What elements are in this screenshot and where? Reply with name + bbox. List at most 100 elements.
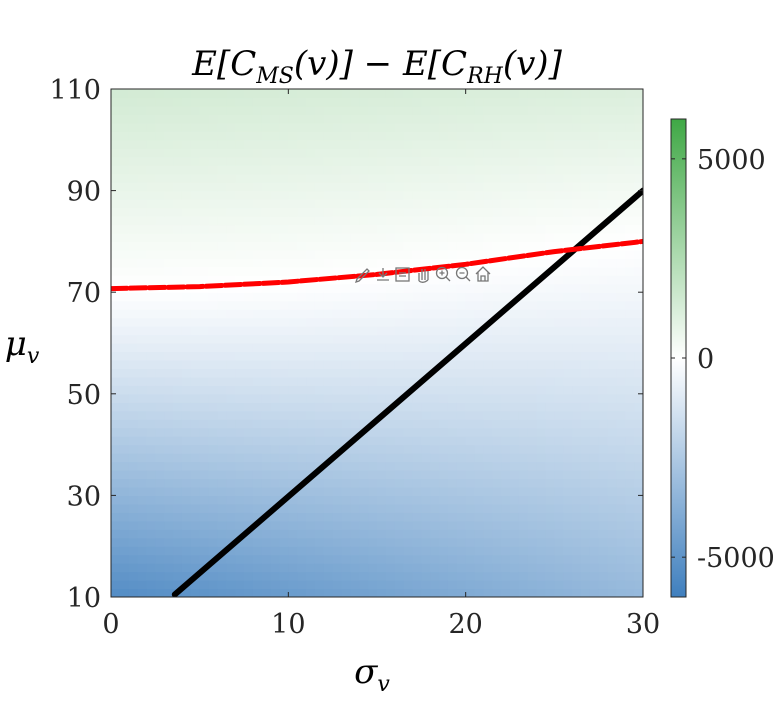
heatmap-cell: [527, 376, 538, 386]
heatmap-cell: [492, 563, 502, 573]
heatmap-cell: [518, 122, 529, 132]
heatmap-cell: [332, 165, 343, 175]
heatmap-cell: [430, 453, 440, 463]
heatmap-cell: [616, 232, 626, 242]
heatmap-cell: [368, 588, 378, 597]
heatmap-cell: [190, 419, 201, 429]
heatmap-cell: [483, 148, 493, 158]
pan-icon[interactable]: [418, 269, 429, 283]
heatmap-cell: [607, 393, 617, 403]
heatmap-cell: [447, 402, 458, 412]
heatmap-cell: [510, 343, 520, 353]
heatmap-cell: [439, 326, 449, 336]
heatmap-cell: [128, 266, 139, 276]
heatmap-cell: [456, 512, 467, 522]
heatmap-cell: [439, 292, 449, 302]
heatmap-cell: [137, 359, 148, 369]
heatmap-cell: [128, 368, 139, 378]
heatmap-cell: [146, 309, 156, 319]
heatmap-cell: [359, 343, 369, 353]
heatmap-cell: [119, 444, 130, 454]
heatmap-cell: [270, 529, 281, 539]
heatmap-cell: [412, 495, 422, 505]
heatmap-cell: [439, 334, 449, 344]
heatmap-cell: [244, 148, 254, 158]
heatmap-cell: [173, 326, 183, 336]
heatmap-cell: [430, 402, 440, 412]
heatmap-cell: [217, 453, 227, 463]
heatmap-cell: [625, 376, 635, 386]
heatmap-cell: [394, 199, 405, 209]
heatmap-cell: [164, 343, 174, 353]
heatmap-cell: [527, 444, 538, 454]
export-icon[interactable]: [377, 268, 389, 281]
heatmap-cell: [297, 427, 307, 437]
heatmap-cell: [341, 309, 351, 319]
edit-icon[interactable]: [354, 268, 370, 284]
heatmap-cell: [359, 114, 369, 124]
heatmap-cell: [465, 97, 476, 107]
heatmap-cell: [589, 207, 600, 217]
heatmap-cell: [332, 89, 343, 99]
heatmap-cell: [527, 520, 538, 530]
heatmap-cell: [589, 334, 600, 344]
heatmap-cell: [563, 334, 573, 344]
heatmap-cell: [297, 292, 307, 302]
heatmap-cell: [634, 131, 643, 141]
heatmap-cell: [270, 427, 281, 437]
heatmap-cell: [456, 89, 467, 99]
heatmap-cell: [377, 216, 387, 226]
zoom-out-icon[interactable]: [455, 266, 471, 282]
heatmap-cell: [270, 486, 281, 496]
heatmap-cell: [235, 402, 245, 412]
data-tip-icon[interactable]: [395, 267, 410, 282]
heatmap-cell: [368, 470, 378, 480]
heatmap-cell: [377, 537, 387, 547]
heatmap-cell: [456, 410, 467, 420]
heatmap-cell: [430, 427, 440, 437]
heatmap-cell: [111, 495, 121, 505]
heatmap-cell: [518, 376, 529, 386]
heatmap-cell: [510, 148, 520, 158]
heatmap-cell: [279, 216, 289, 226]
zoom-in-icon[interactable]: [435, 266, 451, 282]
heatmap-cell: [634, 520, 643, 530]
heatmap-cell: [314, 402, 325, 412]
heatmap-cell: [226, 173, 236, 183]
heatmap-cell: [589, 512, 600, 522]
heatmap-cell: [580, 326, 591, 336]
heatmap-cell: [510, 258, 520, 268]
heatmap-cell: [572, 351, 582, 361]
heatmap-cell: [137, 148, 148, 158]
heatmap-cell: [332, 139, 343, 149]
heatmap-cell: [527, 156, 538, 166]
heatmap-cell: [137, 512, 148, 522]
heatmap-cell: [483, 427, 493, 437]
heatmap-cell: [545, 554, 555, 564]
heatmap-cell: [208, 326, 218, 336]
heatmap-cell: [501, 216, 511, 226]
heatmap-cell: [155, 478, 165, 488]
heatmap-cell: [598, 503, 609, 513]
home-icon[interactable]: [475, 266, 491, 282]
heatmap-cell: [580, 343, 591, 353]
heatmap-cell: [456, 478, 467, 488]
heatmap-cell: [580, 97, 591, 107]
heatmap-cell: [465, 402, 476, 412]
heatmap-cell: [137, 258, 148, 268]
heatmap-cell: [235, 359, 245, 369]
heatmap-cell: [554, 503, 564, 513]
heatmap-cell: [261, 419, 272, 429]
heatmap-cell: [146, 326, 156, 336]
heatmap-cell: [474, 241, 484, 251]
heatmap-cell: [261, 368, 272, 378]
heatmap-cell: [288, 165, 298, 175]
heatmap-cell: [323, 139, 334, 149]
heatmap-cell: [412, 173, 422, 183]
heatmap-cell: [261, 199, 272, 209]
heatmap-cell: [199, 546, 210, 556]
heatmap-cell: [527, 309, 538, 319]
heatmap-cell: [252, 529, 263, 539]
heatmap-cell: [173, 546, 183, 556]
heatmap-cell: [359, 478, 369, 488]
